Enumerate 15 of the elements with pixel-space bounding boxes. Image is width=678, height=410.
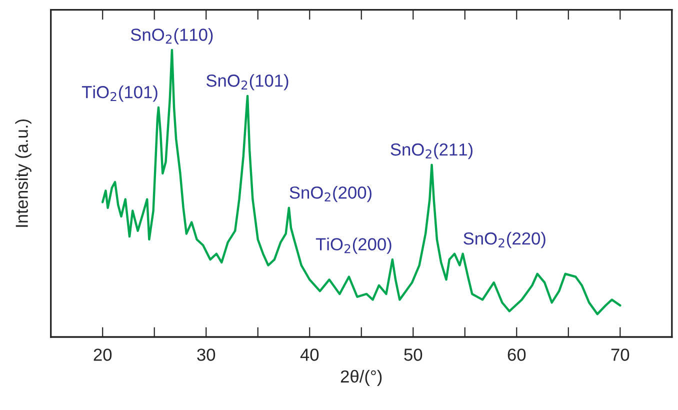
x-axis-title: 2θ/(°) [340,370,382,386]
annotation: SnO$_{2}$(110) [130,28,213,44]
x-tick-label: 40 [300,348,319,361]
annotation: TiO$_{2}$(101) [82,86,158,102]
annotation: SnO$_{2}$(200) [290,186,372,202]
annotation: SnO$_{2}$(101) [206,74,288,90]
x-tick-label: 70 [611,348,630,361]
annotation: SnO$_{2}$(220) [464,232,546,248]
y-axis-title: Intensity (a.u.) [15,120,32,227]
annotation: TiO$_{2}$(200) [316,238,392,254]
x-tick-label: 60 [508,348,526,361]
x-tick-label: 50 [404,348,422,361]
x-tick-label: 30 [197,348,216,361]
x-tick-label: 20 [94,348,112,361]
annotation: SnO$_{2}$(211) [390,142,472,160]
